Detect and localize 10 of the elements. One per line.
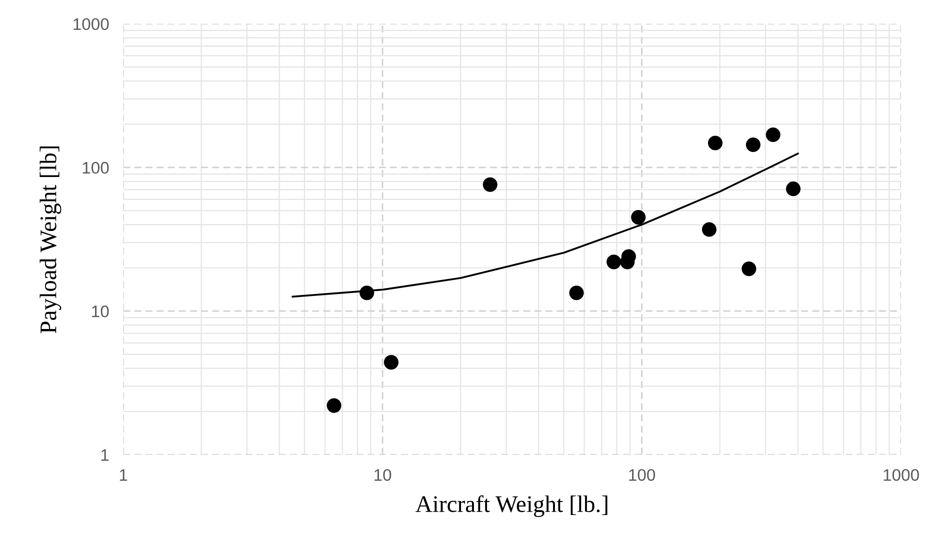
x-tick-label: 1000 [884,469,919,481]
x-tick-label: 1 [120,469,128,481]
y-tick-label: 1 [101,449,109,461]
y-tick-label: 100 [82,162,109,174]
x-axis-title: Aircraft Weight [lb.] [416,495,608,517]
x-tick-label: 100 [629,469,656,481]
y-tick-label: 10 [92,306,109,318]
y-tick-label: 1000 [74,18,109,30]
x-tick-label: 10 [374,469,392,481]
y-axis-title: Payload Weight [lb] [40,146,62,334]
